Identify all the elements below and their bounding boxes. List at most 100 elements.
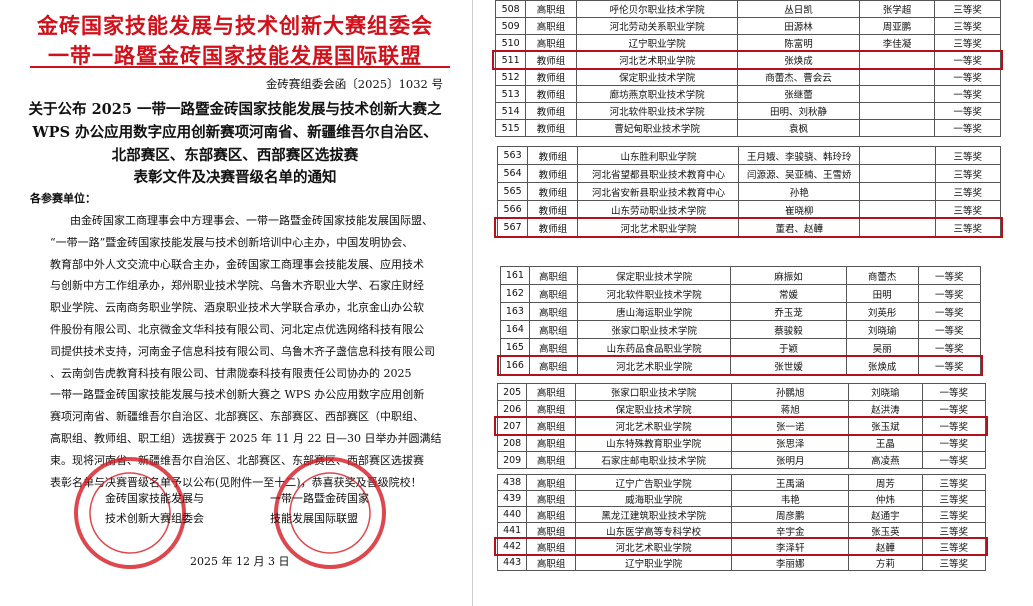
body-line: 件股份有限公司、北京微金文华科技有限公司、河北定点优选网络科技有限公 — [50, 323, 424, 336]
cell-names: 麻振如 — [730, 266, 847, 285]
cell-advisor: 周亚鹏 — [858, 17, 936, 35]
cell-names: 常媛 — [730, 284, 847, 303]
cell-no: 513 — [494, 85, 527, 103]
cell-names: 丛日凯 — [737, 0, 860, 18]
cell-advisor — [859, 200, 936, 219]
cell-advisor: 仲炜 — [848, 490, 923, 507]
cell-no: 514 — [494, 102, 527, 120]
cell-school: 保定职业技术学院 — [575, 400, 733, 418]
cell-group: 高职组 — [526, 400, 577, 418]
cell-school: 河北省望都县职业技术教育中心 — [577, 164, 740, 183]
cell-advisor: 方莉 — [848, 554, 923, 571]
cell-names: 孙艳 — [738, 182, 861, 201]
body-line: “一带一路”暨金砖国家技能发展与技术创新培训中心主办，中国发明协会、 — [50, 235, 414, 249]
table-row: 510 高职组 辽宁职业学院 陈富明 李佳凝 三等奖 — [494, 34, 1001, 52]
table-row: 509 高职组 河北劳动关系职业学院 田源林 周亚鹏 三等奖 — [494, 17, 1001, 35]
doc-number: 金砖赛组委会函〔2025〕1032 号 — [265, 77, 443, 91]
cell-school: 山东特殊教育职业学院 — [575, 434, 733, 452]
cell-advisor: 刘英彤 — [845, 302, 919, 321]
body-line: 职业学院、云南商务职业学院、酒泉职业技术大学联合承办，北京金山办公软 — [50, 301, 424, 315]
cell-award: 一等奖 — [921, 451, 986, 469]
cell-names: 李丽娜 — [731, 554, 850, 571]
cell-group: 高职组 — [526, 506, 577, 523]
table-row: 209 高职组 石家庄邮电职业技术学院 张明月 高凌燕 一等奖 — [496, 451, 986, 469]
table-row: 162 高职组 河北软件职业技术学院 常媛 田明 一等奖 — [500, 284, 981, 303]
cell-award: 一等奖 — [934, 85, 1001, 103]
cell-school: 河北软件职业技术学院 — [575, 102, 739, 120]
cell-award: 三等奖 — [921, 474, 986, 491]
signature: 一带一路暨金砖国家 — [270, 492, 369, 505]
cell-award: 三等奖 — [934, 17, 1001, 35]
red-rule — [30, 66, 450, 68]
cell-group: 高职组 — [526, 554, 577, 571]
heading-line: 关于公布 2025 一带一路暨金砖国家技能发展与技术创新大赛之 — [28, 101, 442, 118]
cell-school: 辽宁广告职业学院 — [575, 474, 733, 491]
cell-advisor: 王晶 — [848, 434, 923, 452]
cell-advisor: 高凌燕 — [848, 451, 923, 469]
org-line: 金砖国家技能发展与技术创新大赛组委会 — [37, 13, 433, 38]
cell-group: 高职组 — [526, 451, 577, 469]
cell-group: 教师组 — [525, 68, 577, 86]
cell-award: 一等奖 — [921, 383, 986, 401]
signature: 金砖国家技能发展与 — [105, 492, 204, 505]
salutation: 各参赛单位： — [30, 192, 96, 205]
body-line: 、云南剑告虎教育科技有限公司、甘肃陇泰科技有限责任公司协办的 2025 — [50, 366, 412, 380]
cell-award: 三等奖 — [934, 34, 1001, 52]
cell-award: 一等奖 — [917, 266, 981, 285]
cell-names: 于颖 — [730, 338, 847, 357]
cell-names: 田明、刘秋静 — [737, 102, 860, 120]
cell-group: 高职组 — [526, 474, 577, 491]
cell-no: 164 — [500, 320, 530, 339]
cell-no: 564 — [496, 164, 529, 183]
cell-group: 高职组 — [528, 338, 578, 357]
table-row: 164 高职组 张家口职业技术学院 蔡骏毅 刘晓瑜 一等奖 — [500, 320, 981, 339]
cell-school: 山东药品食品职业学院 — [576, 338, 732, 357]
cell-no: 438 — [496, 474, 528, 491]
table-row: 163 高职组 唐山海运职业学院 乔玉茏 刘英彤 一等奖 — [500, 302, 981, 321]
cell-school: 曹妃甸职业技术学院 — [575, 119, 739, 137]
cell-group: 教师组 — [525, 85, 577, 103]
cell-no: 163 — [500, 302, 530, 321]
cell-advisor: 李佳凝 — [858, 34, 936, 52]
body-line: 与创新中方工作组承办，郑州职业技术学院、乌鲁木齐职业大学、石家庄财经 — [50, 279, 424, 293]
table-row: 442 高职组 河北艺术职业学院 李泽轩 赵韡 三等奖 — [496, 538, 986, 555]
award-table: 161 高职组 保定职业技术学院 麻振如 商蕾杰 一等奖 162 高职组 河北软件职业技术学院常… — [500, 266, 981, 375]
cell-no: 563 — [496, 146, 529, 165]
cell-award: 一等奖 — [934, 119, 1001, 137]
cell-no: 161 — [500, 266, 530, 285]
table-row: 439 高职组 威海职业学院 韦艳 仲炜 三等奖 — [496, 490, 986, 507]
cell-no: 209 — [496, 451, 528, 469]
award-table: 508 高职组 呼伦贝尔职业技术学院 丛日凯 张学超 三等奖 509 高职组 河北劳动关系职业学… — [494, 0, 1001, 137]
seal-ring — [89, 472, 171, 554]
cell-advisor — [858, 119, 936, 137]
cell-award: 三等奖 — [921, 506, 986, 523]
cell-school: 河北省安新县职业技术教育中心 — [577, 182, 740, 201]
cell-names: 崔晓柳 — [738, 200, 861, 219]
cell-no: 509 — [494, 17, 527, 35]
seal — [274, 457, 386, 569]
cell-school: 河北软件职业技术学院 — [576, 284, 732, 303]
cell-school: 辽宁职业学院 — [575, 34, 739, 52]
table-body: 508 高职组 呼伦贝尔职业技术学院 丛日凯 张学超 三等奖 509 高职组 河北劳动关系职业学… — [494, 0, 1001, 137]
cell-school: 张家口职业技术学院 — [576, 320, 732, 339]
table-row: 515 教师组 曹妃甸职业技术学院 袁枫 一等奖 — [494, 119, 1001, 137]
cell-advisor — [858, 85, 936, 103]
cell-award: 三等奖 — [934, 200, 1001, 219]
cell-award: 三等奖 — [921, 490, 986, 507]
cell-school: 廊坊燕京职业技术学院 — [575, 85, 739, 103]
divider — [472, 0, 473, 606]
cell-award: 一等奖 — [921, 400, 986, 418]
table-body: 205 高职组 张家口职业技术学院 孙鹏旭 刘晓瑜 一等奖 206 高职组 保定职业技术学院 蒋旭… — [496, 383, 986, 469]
cell-group: 高职组 — [525, 0, 577, 18]
cell-award: 一等奖 — [917, 284, 981, 303]
cell-group: 高职组 — [528, 320, 578, 339]
table-row: 165 高职组 山东药品食品职业学院 于颖 吴丽 一等奖 — [500, 338, 981, 357]
cell-award: 三等奖 — [934, 182, 1001, 201]
table-row: 166 高职组 河北艺术职业学院 张世嫒 张焕成 一等奖 — [500, 356, 981, 375]
highlight-box — [494, 537, 988, 556]
cell-group: 教师组 — [525, 102, 577, 120]
body-line: 一带一路暨金砖国家技能发展与技术创新大赛之 WPS 办公应用数字应用创新 — [50, 388, 425, 402]
heading-line: 北部赛区、东部赛区、西部赛区选拔赛 — [111, 147, 359, 164]
cell-advisor: 赵洪涛 — [848, 400, 923, 418]
